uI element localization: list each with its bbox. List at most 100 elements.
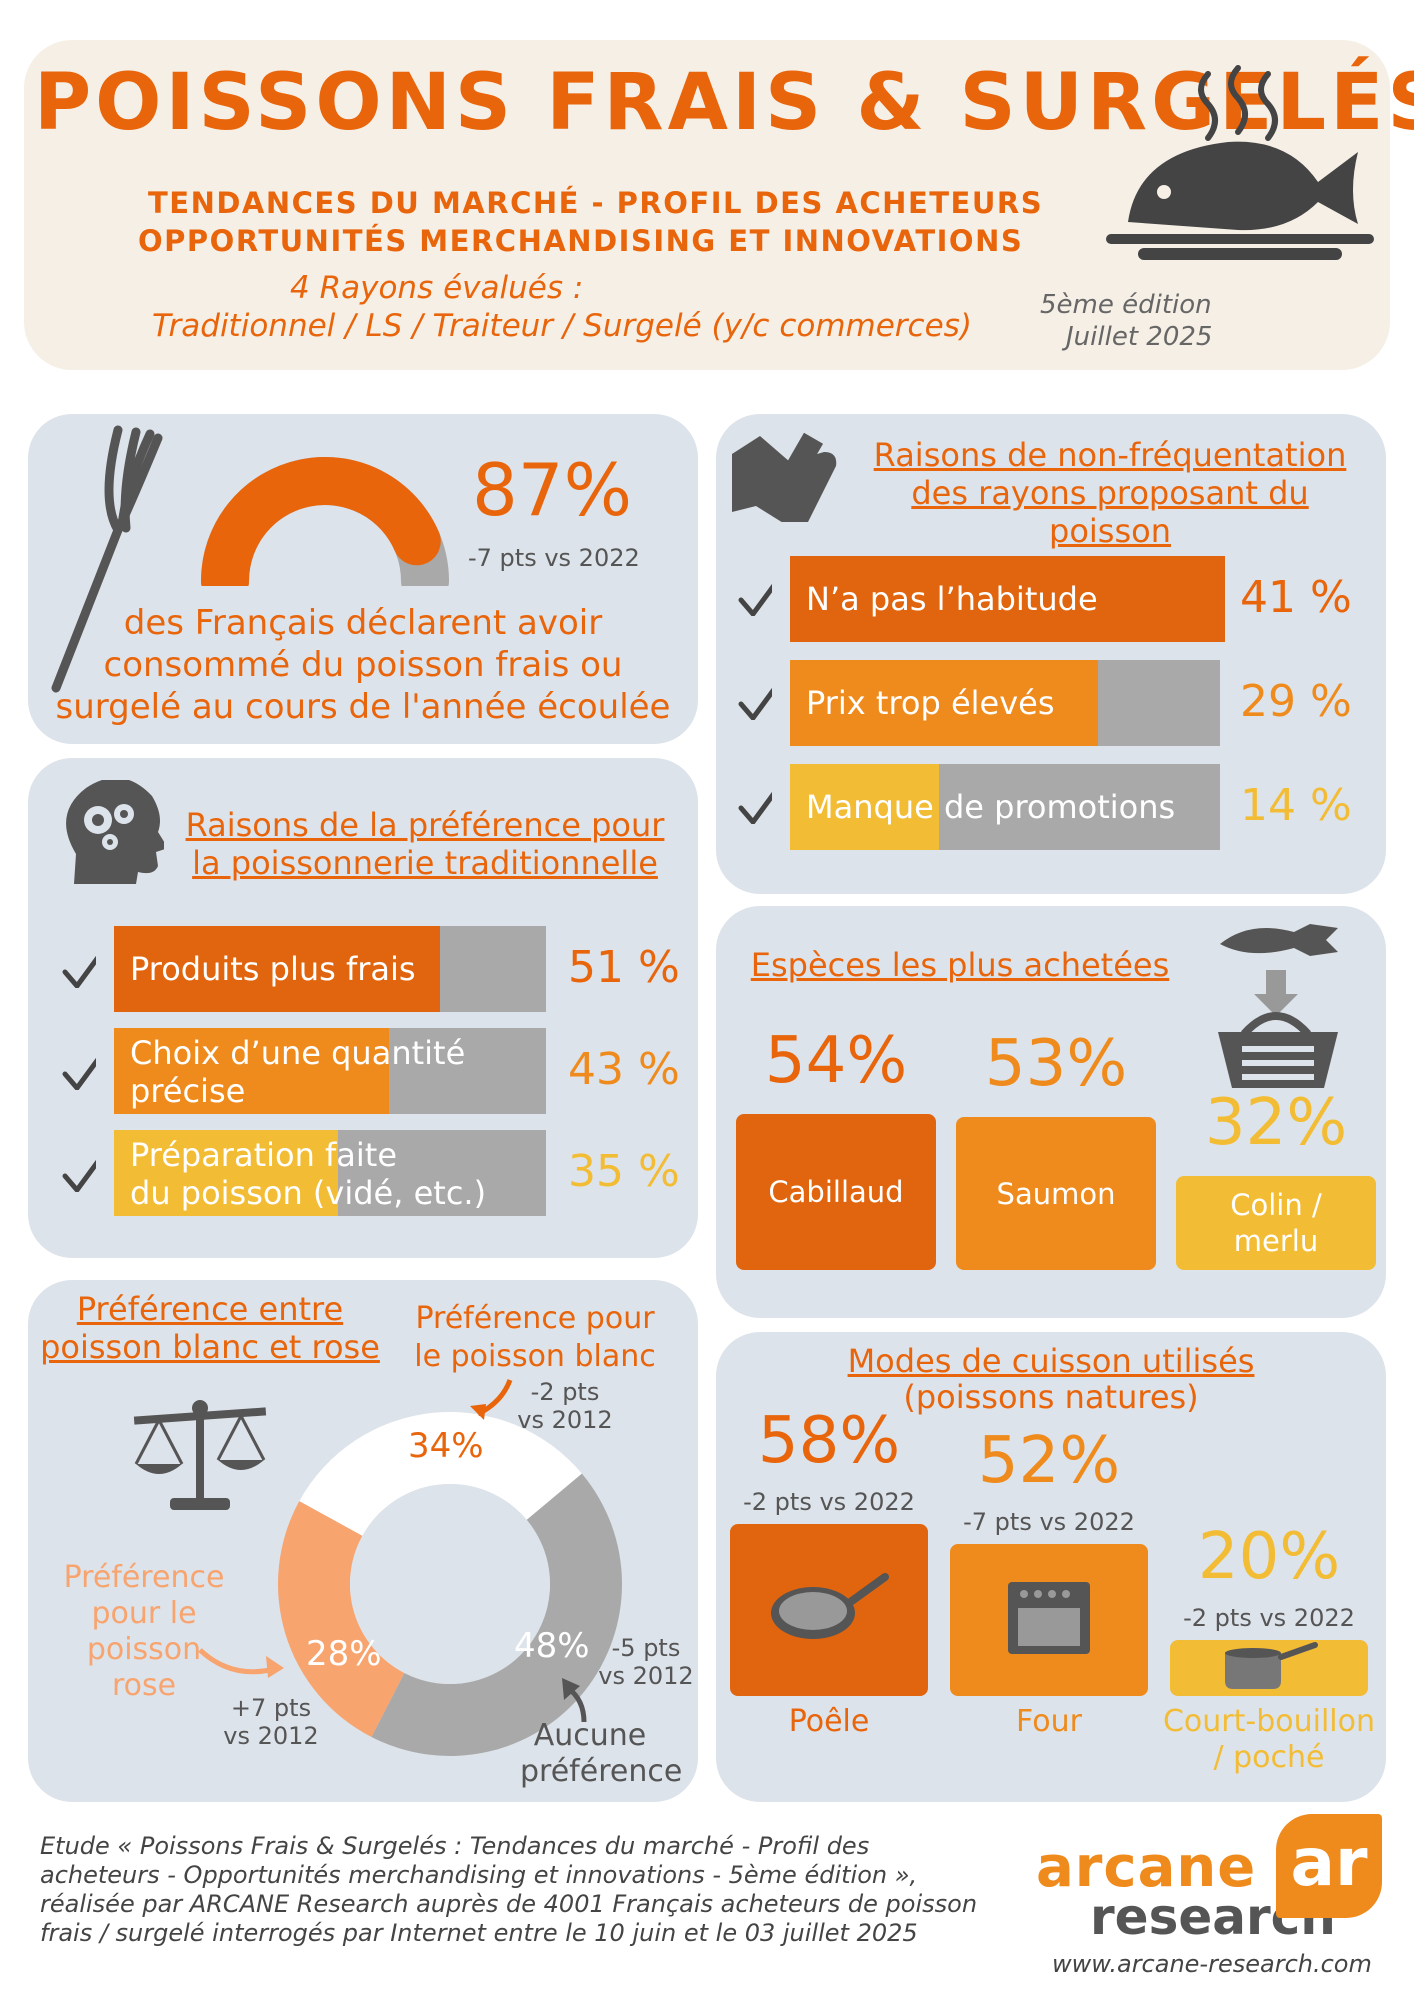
logo-word1: arcane (1036, 1835, 1257, 1900)
none-pct: 48% (514, 1626, 590, 1666)
cooking-label1: Four (1016, 1704, 1082, 1739)
rayons-line1: 4 Rayons évalués : (290, 270, 584, 306)
bar-pct: 35 % (568, 1146, 680, 1197)
consumption-pct: 87% (472, 448, 633, 532)
consumption-gauge (201, 457, 449, 586)
scale-icon (133, 1400, 267, 1510)
bar-track: Prix trop élevés (790, 660, 1220, 746)
bar-fill (790, 660, 1098, 746)
bar-fill (114, 1028, 389, 1114)
date: Juillet 2025 (1066, 322, 1213, 352)
white-pct: 34% (408, 1426, 484, 1466)
bar-label-line1: Produits plus frais (130, 950, 416, 988)
check-icon (738, 791, 772, 824)
bar-track: Préparation faite du poisson (vidé, etc.) (114, 1130, 546, 1216)
white-delta: -2 pts vs 2012 (517, 1378, 613, 1434)
consumption-text: des Français déclarent avoir consommé du… (55, 603, 671, 727)
cooking-bar (950, 1544, 1148, 1696)
check-icon (62, 955, 96, 988)
cooking-label1: Poêle (788, 1704, 870, 1739)
cooking-pct: 20% (1197, 1520, 1341, 1594)
cooking-label: Four (930, 1704, 1168, 1740)
species-label1: Colin / (1230, 1188, 1322, 1222)
bar-pct: 29 % (1240, 676, 1352, 727)
consumption-delta: -7 pts vs 2022 (468, 544, 640, 572)
white-label: Préférence pour le poisson blanc (414, 1301, 656, 1374)
fish-plate-icon (1106, 65, 1374, 260)
bar-fill (114, 926, 441, 1012)
species-pct: 53% (984, 1027, 1128, 1101)
none-delta: -5 pts vs 2012 (598, 1634, 694, 1690)
bar-track: N’a pas l’habitude (790, 556, 1226, 642)
bar-label-line1: Préparation faite (130, 1136, 398, 1174)
cooking-bar (730, 1524, 928, 1696)
bar-label: Manque de promotions (806, 788, 1176, 826)
species-title: Espèces les plus achetées (750, 946, 1170, 984)
species-bar: Saumon (956, 1117, 1156, 1270)
donut-hole (350, 1484, 550, 1684)
edition: 5ème édition (1040, 290, 1212, 320)
bar-track: Choix d’une quantité précise (114, 1028, 546, 1114)
bar-fill (790, 556, 1226, 642)
bar-label-line2: précise (130, 1072, 246, 1110)
page-title: POISSONS FRAIS & SURGELÉS (34, 58, 1414, 148)
pink-delta: +7 pts vs 2012 (223, 1694, 319, 1750)
species-pct: 32% (1204, 1086, 1348, 1160)
cooking-delta: -2 pts vs 2022 (1183, 1604, 1355, 1632)
check-icon (738, 687, 772, 720)
bar-label-line2: du poisson (vidé, etc.) (130, 1174, 487, 1212)
white-pink-donut (278, 1412, 622, 1756)
oven-icon (1004, 1578, 1094, 1662)
footer-text: Etude « Poissons Frais & Surgelés : Tend… (40, 1832, 978, 1947)
bar-pct: 43 % (568, 1044, 680, 1095)
rayons-line2: Traditionnel / LS / Traiteur / Surgelé (… (152, 308, 972, 344)
head-gears-icon (66, 780, 164, 884)
bar-track: Produits plus frais (114, 926, 546, 1012)
preference-trad-title: Raisons de la préférence pour la poisson… (185, 806, 665, 882)
cooking-title: Modes de cuisson utilisés (847, 1342, 1255, 1380)
species-bar: Cabillaud (736, 1114, 936, 1270)
bar-label-line1: Choix d’une quantité (130, 1034, 466, 1072)
logo-mark: ar (1276, 1814, 1382, 1918)
bar-track: Manque de promotions (790, 764, 1220, 850)
non-frequentation-title: Raisons de non-fréquentation des rayons … (873, 436, 1347, 550)
bar-pct: 51 % (568, 942, 680, 993)
fish-basket-icon (1218, 924, 1338, 1088)
none-arrow (562, 1678, 587, 1723)
bar-pct: 41 % (1240, 572, 1352, 623)
saucepan-icon (1219, 1641, 1319, 1695)
none-label: Aucune préférence (520, 1718, 683, 1789)
footer-url[interactable]: www.arcane-research.com (1052, 1950, 1372, 1978)
check-icon (62, 1159, 96, 1192)
subtitle-line2: OPPORTUNITÉS MERCHANDISING ET INNOVATION… (138, 224, 1024, 258)
cooking-label1: Court-bouillon (1162, 1704, 1376, 1739)
bar-label: Choix d’une quantité précise (130, 1034, 465, 1110)
pink-label: Préférence pour le poisson rose (63, 1560, 225, 1703)
bar-fill (114, 1130, 338, 1216)
cooking-delta: -2 pts vs 2022 (743, 1488, 915, 1516)
white-pink-title: Préférence entre poisson blanc et rose (40, 1290, 380, 1366)
bar-pct: 14 % (1240, 780, 1352, 831)
bar-label: Prix trop élevés (806, 684, 1055, 722)
pink-segment (278, 1501, 405, 1738)
frying-pan-icon (769, 1573, 889, 1647)
fork-icon (51, 425, 163, 693)
cooking-label2: / poché (1213, 1740, 1325, 1775)
cooking-subtitle: (poissons natures) (903, 1378, 1199, 1416)
bar-label: N’a pas l’habitude (806, 580, 1098, 618)
cooking-label: Court-bouillon / poché (1150, 1704, 1388, 1776)
cooking-label: Poêle (710, 1704, 948, 1740)
cooking-pct: 58% (757, 1404, 901, 1478)
species-label1: Cabillaud (768, 1175, 904, 1209)
white-segment (299, 1412, 582, 1536)
pink-arrow (198, 1648, 284, 1678)
bar-label: Préparation faite du poisson (vidé, etc.) (130, 1136, 486, 1212)
cooking-pct: 52% (977, 1424, 1121, 1498)
check-icon (62, 1057, 96, 1090)
species-bar: Colin / merlu (1176, 1176, 1376, 1270)
species-label2: merlu (1233, 1224, 1319, 1258)
none-segment (371, 1473, 622, 1756)
species-pct: 54% (764, 1024, 908, 1098)
pink-pct: 28% (306, 1634, 382, 1674)
white-arrow (470, 1379, 513, 1420)
